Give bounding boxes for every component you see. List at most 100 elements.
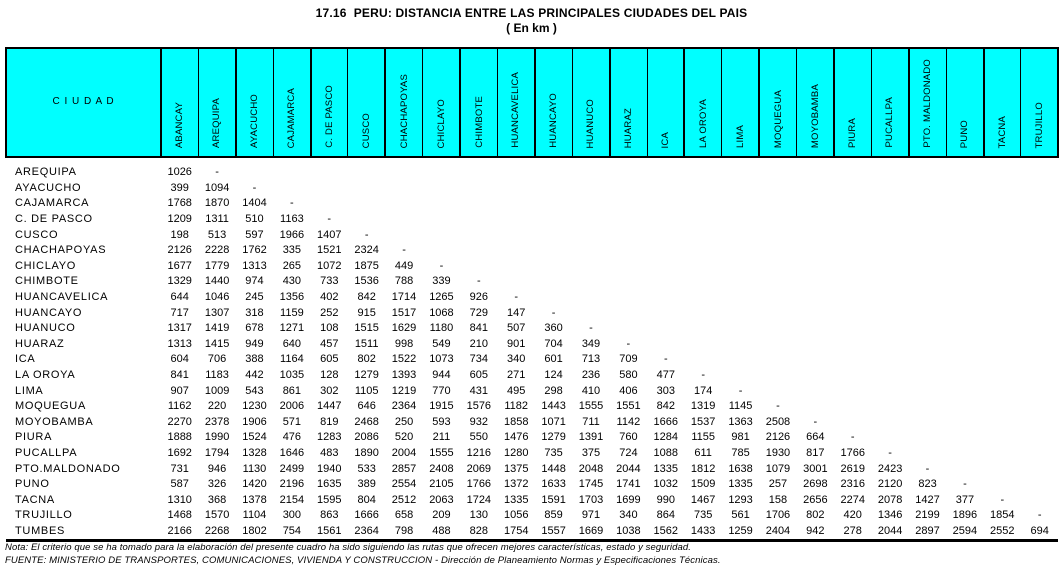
distance-cell	[797, 274, 834, 290]
distance-cell: 1329	[167, 275, 192, 288]
distance-cell: 658	[394, 509, 414, 522]
distance-cell	[684, 352, 721, 368]
distance-cell: 1280	[503, 446, 529, 459]
distance-cell: 1561	[310, 523, 348, 543]
distance-cell	[909, 259, 946, 275]
table-row-chimbote: CHIMBOTE 1329 1440 974 430 733 1536 788 339 -	[6, 274, 1058, 290]
distance-cell: 2619	[840, 462, 865, 475]
distance-cell: 1415	[204, 337, 230, 350]
distance-cell: 646	[357, 400, 376, 413]
distance-cell	[1021, 399, 1058, 415]
distance-cell: 709	[619, 353, 638, 366]
distance-cell	[1021, 196, 1058, 212]
distance-cell	[572, 196, 609, 212]
distance-cell: 1259	[721, 523, 760, 543]
distance-cell	[1021, 461, 1058, 477]
distance-cell	[759, 181, 796, 197]
distance-cell: 375	[581, 446, 601, 459]
distance-cell	[423, 196, 460, 212]
table-header: C I U D A D ABANCAY AREQUIPA AYACUCHO CAJAMA…	[5, 47, 1060, 158]
column-header-label: HUANCAVELICA	[510, 72, 522, 148]
distance-cell	[610, 321, 647, 337]
column-header-label: ABANCAY	[174, 101, 186, 148]
distance-cell: -	[402, 244, 406, 257]
distance-cell	[759, 212, 796, 228]
table-row-ayacucho: AYACUCHO 399 1094 -	[6, 181, 1058, 197]
column-header-label: AREQUIPA	[211, 98, 223, 148]
column-header-chachapoyas: CHACHAPOYAS	[384, 47, 423, 158]
distance-cell: 694	[1020, 523, 1059, 543]
note-source: FUENTE: MINISTERIO DE TRANSPORTES, COMUN…	[5, 555, 721, 565]
distance-cell	[572, 290, 609, 306]
distance-cell: 864	[656, 509, 675, 522]
distance-cell	[946, 337, 983, 353]
distance-cell	[871, 383, 908, 399]
distance-cell	[834, 368, 871, 384]
distance-cell	[834, 181, 871, 197]
distance-cell	[984, 259, 1021, 275]
distance-cell: 483	[320, 446, 339, 459]
distance-cell: 861	[282, 384, 302, 397]
distance-cell	[946, 181, 983, 197]
column-header-huanuco: HUANUCO	[571, 47, 610, 158]
distance-cell: 1363	[728, 415, 753, 428]
distance-cell	[871, 321, 908, 337]
table-row-cusco: CUSCO 198 513 597 1966 1407 -	[6, 227, 1058, 243]
distance-cell	[909, 196, 946, 212]
distance-cell	[348, 196, 385, 212]
column-header-moquegua: MOQUEGUA	[758, 47, 797, 158]
distance-cell	[759, 352, 796, 368]
distance-cell	[722, 227, 759, 243]
distance-cell: 1768	[167, 197, 192, 210]
distance-cell	[722, 212, 759, 228]
distance-cell	[834, 227, 871, 243]
distance-cell	[722, 337, 759, 353]
distance-cell: 318	[245, 306, 264, 319]
distance-cell: 1699	[616, 493, 641, 506]
distance-cell	[984, 352, 1021, 368]
distance-cell: 402	[320, 291, 339, 304]
column-header-c-de-pasco: C. DE PASCO	[309, 47, 348, 158]
note-criteria: Nota: El criterio que se ha tomado para …	[5, 542, 692, 553]
distance-cell: 2378	[204, 415, 230, 428]
distance-cell: 706	[207, 353, 227, 366]
distance-cell: 326	[207, 478, 227, 491]
distance-cell	[797, 399, 834, 415]
distance-cell: -	[963, 478, 967, 491]
distance-cell	[348, 165, 385, 181]
distance-cell: 360	[544, 322, 563, 335]
distance-cell: 587	[170, 478, 189, 491]
table-row-tumbes: TUMBES 2166 2268 1802 754 1561 2364 798 488 828 17…	[6, 523, 1059, 543]
column-header-label: TRUJILLO	[1033, 101, 1045, 148]
table-row-lima: LIMA 907 1009 543 861 302 1105 1219 770 431 495 298…	[6, 383, 1058, 399]
distance-cell	[946, 446, 983, 462]
table-row-pto-maldonado: PTO.MALDONADO 731 946 1130 2499 1940 533 2857 24…	[6, 461, 1058, 477]
column-header-lima: LIMA	[721, 47, 760, 158]
column-header-label: MOQUEGUA	[772, 89, 784, 148]
column-header-pto-maldonado: PTO. MALDONADO	[907, 47, 947, 158]
distance-cell: 1209	[167, 213, 192, 226]
column-header-cusco: CUSCO	[347, 47, 386, 158]
distance-cell: 580	[619, 369, 638, 382]
distance-cell: 377	[955, 493, 975, 506]
distance-cell	[684, 165, 721, 181]
distance-cell: 1766	[840, 446, 865, 459]
distance-cell: -	[364, 228, 369, 241]
distance-cell	[572, 243, 609, 259]
distance-cell	[834, 243, 871, 259]
distance-cell: 1159	[280, 306, 304, 319]
distance-cell: -	[1037, 509, 1042, 522]
distance-cell: 770	[432, 384, 451, 397]
distance-cell	[984, 290, 1021, 306]
row-city-label: CHICLAYO	[15, 259, 77, 272]
distance-cell	[385, 181, 422, 197]
distance-cell: 1521	[317, 244, 342, 257]
distance-cell: 2044	[871, 523, 909, 543]
column-header-label: PTO. MALDONADO	[922, 59, 934, 148]
distance-cell	[871, 212, 908, 228]
distance-cell: 1906	[242, 415, 267, 428]
distance-cell: 1284	[653, 431, 679, 444]
distance-cell	[722, 196, 759, 212]
distance-cell: 2324	[354, 244, 379, 257]
distance-cell: 303	[656, 384, 675, 397]
